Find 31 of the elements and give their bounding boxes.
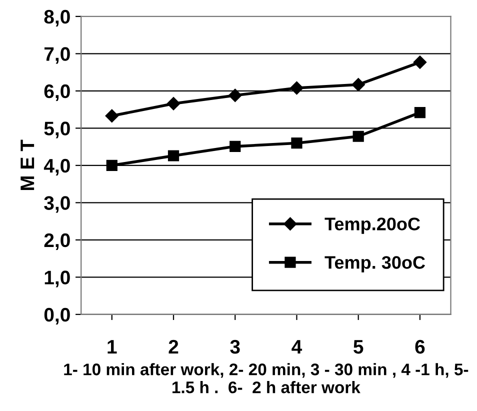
y-tick-label: 6,0 xyxy=(44,84,70,101)
legend-label: Temp.20oC xyxy=(324,218,420,234)
y-tick-label: 3,0 xyxy=(44,196,70,213)
x-tick-label: 4 xyxy=(292,340,302,354)
point xyxy=(105,109,118,122)
point xyxy=(414,106,426,118)
point xyxy=(352,78,365,92)
y-tick-label: 4,0 xyxy=(44,158,70,176)
point xyxy=(106,160,118,171)
y-tick-label: 7,0 xyxy=(44,47,70,64)
y-axis-title: M E T xyxy=(20,140,34,190)
x-tick-label: 1 xyxy=(108,340,117,354)
point xyxy=(352,130,364,142)
y-tick-label: 8,0 xyxy=(44,10,70,26)
legend-label: Temp. 30oC xyxy=(324,256,426,272)
x-tick-label: 5 xyxy=(354,340,364,354)
point xyxy=(168,150,180,162)
x-tick-label: 3 xyxy=(230,340,240,354)
point xyxy=(228,88,242,102)
x-tick-label: 2 xyxy=(168,340,178,354)
y-tick-label: 2,0 xyxy=(44,233,70,250)
y-tick-label: 0,0 xyxy=(44,308,70,324)
y-tick-label: 1,0 xyxy=(44,270,70,288)
x-tick-label: 6 xyxy=(415,340,425,354)
point xyxy=(291,138,302,149)
x-axis-title: 1- 10 min after work, 2- 20 min, 3 - 30 min , 4 -1 h, 5- 1.5 h . 6- 2 h after work xyxy=(64,363,468,394)
point xyxy=(166,97,180,110)
point xyxy=(290,81,304,95)
point xyxy=(230,140,241,152)
point xyxy=(413,56,427,69)
y-tick-label: 5,0 xyxy=(44,122,70,138)
